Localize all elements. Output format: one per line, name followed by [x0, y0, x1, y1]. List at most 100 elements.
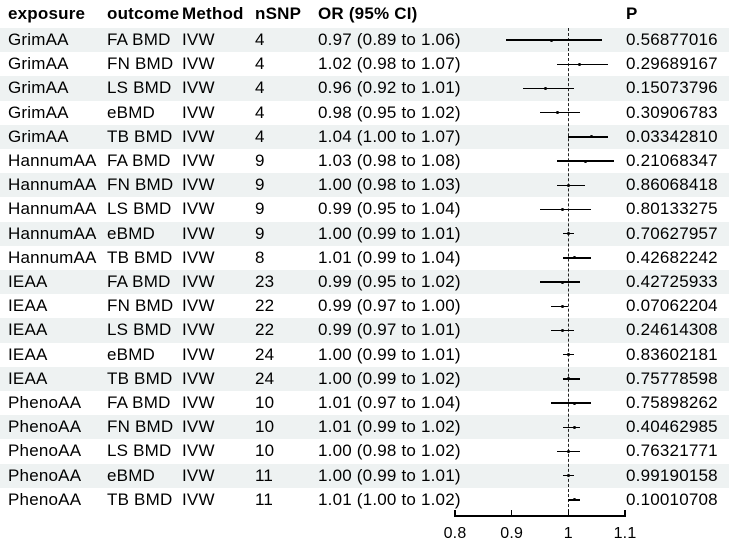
cell-or-ci: 1.01 (0.97 to 1.04)	[318, 393, 461, 413]
cell-exposure: IEAA	[8, 272, 48, 292]
cell-nsnp: 9	[255, 175, 265, 195]
cell-outcome: FA BMD	[107, 30, 171, 50]
header-outcome: outcome	[107, 4, 180, 23]
cell-p-value: 0.03342810	[626, 126, 718, 146]
cell-outcome: TB BMD	[107, 368, 173, 388]
cell-or-ci: 0.98 (0.95 to 1.02)	[318, 102, 461, 122]
table-row: HannumAA FA BMD IVW 9 1.03 (0.98 to 1.08…	[0, 149, 729, 173]
cell-nsnp: 11	[255, 465, 274, 485]
or-point-marker	[566, 232, 570, 236]
row-stripe	[0, 415, 729, 440]
cell-exposure: PhenoAA	[8, 441, 82, 461]
cell-exposure: GrimAA	[8, 30, 69, 50]
cell-exposure: HannumAA	[8, 175, 97, 195]
cell-p-value: 0.29689167	[626, 54, 718, 74]
header-method: Method	[182, 4, 244, 23]
cell-exposure: HannumAA	[8, 151, 97, 171]
table-row: GrimAA LS BMD IVW 4 0.96 (0.92 to 1.01) …	[0, 76, 729, 100]
cell-nsnp: 9	[255, 151, 265, 171]
or-point-marker	[572, 498, 576, 502]
cell-p-value: 0.10010708	[626, 489, 718, 509]
or-point-marker	[561, 207, 565, 211]
cell-nsnp: 9	[255, 223, 265, 243]
cell-method: IVW	[182, 247, 215, 267]
or-point-marker	[555, 111, 559, 115]
table-row: IEAA TB BMD IVW 24 1.00 (0.99 to 1.02) 0…	[0, 367, 729, 391]
cell-p-value: 0.21068347	[626, 151, 718, 171]
cell-exposure: GrimAA	[8, 126, 69, 146]
cell-nsnp: 10	[255, 417, 275, 437]
cell-outcome: FA BMD	[107, 272, 171, 292]
cell-p-value: 0.07062204	[626, 296, 718, 316]
row-stripe	[0, 463, 729, 488]
ci-line	[540, 111, 580, 114]
cell-nsnp: 4	[255, 126, 265, 146]
table-row: HannumAA FN BMD IVW 9 1.00 (0.98 to 1.03…	[0, 173, 729, 197]
cell-or-ci: 1.00 (0.99 to 1.01)	[318, 223, 461, 243]
cell-method: IVW	[182, 126, 215, 146]
table-row: IEAA FA BMD IVW 23 0.99 (0.95 to 1.02) 0…	[0, 270, 729, 294]
cell-outcome: eBMD	[107, 344, 156, 364]
cell-outcome: FN BMD	[107, 296, 174, 316]
table-row: PhenoAA TB BMD IVW 11 1.01 (1.00 to 1.02…	[0, 488, 729, 512]
cell-outcome: FA BMD	[107, 151, 171, 171]
or-point-marker	[566, 183, 570, 187]
cell-outcome: FN BMD	[107, 54, 174, 74]
table-row: GrimAA TB BMD IVW 4 1.04 (1.00 to 1.07) …	[0, 125, 729, 149]
x-axis-tick	[624, 510, 626, 517]
cell-or-ci: 0.96 (0.92 to 1.01)	[318, 78, 461, 98]
table-row: IEAA FN BMD IVW 22 0.99 (0.97 to 1.00) 0…	[0, 294, 729, 318]
cell-exposure: GrimAA	[8, 102, 69, 122]
cell-method: IVW	[182, 223, 215, 243]
cell-p-value: 0.40462985	[626, 417, 718, 437]
cell-method: IVW	[182, 441, 215, 461]
cell-outcome: TB BMD	[107, 126, 173, 146]
cell-method: IVW	[182, 465, 215, 485]
cell-p-value: 0.15073796	[626, 78, 718, 98]
row-stripe	[0, 221, 729, 246]
ci-line	[523, 87, 574, 90]
cell-method: IVW	[182, 102, 215, 122]
cell-outcome: TB BMD	[107, 489, 173, 509]
or-point-marker	[589, 135, 593, 139]
ci-line	[562, 257, 591, 259]
cell-outcome: FN BMD	[107, 417, 174, 437]
cell-p-value: 0.56877016	[626, 30, 718, 50]
cell-p-value: 0.83602181	[626, 344, 718, 364]
x-axis-tick	[567, 510, 570, 517]
ci-line	[540, 281, 580, 283]
cell-p-value: 0.76321771	[626, 441, 718, 461]
cell-p-value: 0.42725933	[626, 272, 718, 292]
cell-p-value: 0.86068418	[626, 175, 718, 195]
or-point-marker	[566, 353, 570, 357]
cell-method: IVW	[182, 199, 215, 219]
cell-nsnp: 24	[255, 368, 275, 388]
cell-or-ci: 1.03 (0.98 to 1.08)	[318, 151, 461, 171]
cell-p-value: 0.75778598	[626, 368, 718, 388]
or-point-marker	[583, 159, 587, 163]
cell-outcome: TB BMD	[107, 247, 173, 267]
row-stripe	[0, 28, 729, 53]
cell-outcome: LS BMD	[107, 199, 172, 219]
cell-p-value: 0.42682242	[626, 247, 718, 267]
cell-p-value: 0.99190158	[626, 465, 718, 485]
table-row: PhenoAA eBMD IVW 11 1.00 (0.99 to 1.01) …	[0, 464, 729, 488]
table-row: PhenoAA FN BMD IVW 10 1.01 (0.99 to 1.02…	[0, 415, 729, 439]
cell-or-ci: 1.00 (0.99 to 1.01)	[318, 465, 461, 485]
or-point-marker	[561, 280, 565, 284]
header-exposure: exposure	[8, 4, 86, 23]
cell-nsnp: 11	[255, 489, 274, 509]
cell-or-ci: 1.00 (0.98 to 1.03)	[318, 175, 461, 195]
ci-line	[551, 305, 569, 308]
reference-line	[567, 28, 569, 517]
cell-method: IVW	[182, 175, 215, 195]
cell-or-ci: 0.99 (0.95 to 1.04)	[318, 199, 461, 219]
cell-p-value: 0.75898262	[626, 393, 718, 413]
cell-exposure: HannumAA	[8, 199, 97, 219]
header-nsnp: nSNP	[255, 4, 302, 23]
ci-line	[557, 63, 608, 66]
cell-method: IVW	[182, 344, 215, 364]
cell-nsnp: 10	[255, 393, 275, 413]
